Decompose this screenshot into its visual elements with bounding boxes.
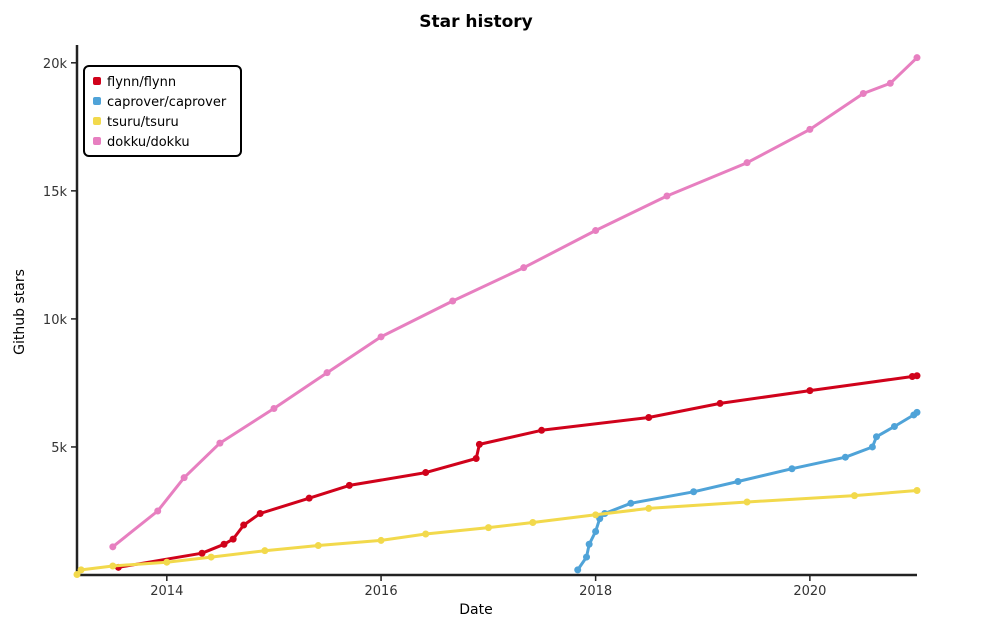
legend-label: caprover/caprover [107,95,227,110]
data-point [240,521,248,529]
data-point [422,530,430,538]
data-point [422,469,430,477]
data-point [73,570,81,578]
data-point [305,494,313,502]
axes: 2014 2016 2018 2020 5k 10k 15k 20k [43,45,917,599]
data-point [913,486,921,494]
data-point [163,558,171,566]
data-point [886,79,894,87]
data-point [154,507,162,515]
x-axis-label: Date [459,602,492,618]
data-point [583,553,591,561]
data-point [690,488,698,496]
data-point [663,192,671,200]
data-point [377,536,385,544]
data-point [645,504,653,512]
data-point [529,519,537,526]
data-point [806,125,814,133]
data-point [592,527,600,535]
data-point [314,542,322,550]
series-line-dokku [111,56,919,549]
data-point [484,524,492,532]
data-point [472,454,480,462]
legend-swatch [93,137,101,145]
legend-label: dokku/dokku [107,135,190,150]
data-point [645,414,653,421]
y-tick-label: 15k [43,185,68,200]
x-tick-label: 2014 [150,584,183,599]
data-point [806,387,814,395]
series-caprover [574,408,921,574]
data-point [585,540,593,548]
legend-label: flynn/flynn [107,75,176,90]
data-point [323,369,331,377]
data-point [788,465,796,473]
data-point [890,422,898,430]
data-point [734,478,742,486]
data-point [913,408,921,416]
legend-swatch [93,77,101,85]
legend-swatch [93,97,101,105]
data-point [345,481,353,489]
data-point [229,535,237,543]
data-point [913,372,921,380]
legend-label: tsuru/tsuru [107,115,179,130]
data-point [850,492,858,500]
data-point [270,405,278,413]
series-flynn [114,372,921,571]
y-tick-label: 5k [51,441,67,456]
data-point [627,499,635,507]
data-point [592,511,600,519]
series-dokku [109,54,921,551]
data-point [868,443,876,451]
series-line-flynn [116,374,919,569]
data-point [872,433,880,441]
series-layer [73,54,921,578]
data-point [377,333,385,341]
x-tick-label: 2016 [365,584,398,599]
data-point [216,439,224,447]
legend-swatch [93,117,101,125]
data-point [261,547,269,555]
data-point [220,540,228,548]
data-point [256,510,264,518]
y-tick-label: 20k [43,57,68,72]
data-point [198,549,206,557]
data-point [520,264,528,272]
series-line-caprover [576,410,919,572]
x-tick-label: 2020 [793,584,826,599]
data-point [109,562,117,570]
series-tsuru [73,486,921,578]
y-tick-label: 10k [43,313,68,328]
data-point [592,227,600,235]
data-point [538,426,546,434]
data-point [77,566,85,574]
data-point [207,553,215,561]
chart-title: Star history [419,12,532,32]
data-point [743,498,751,506]
data-point [859,90,867,98]
data-point [743,159,751,167]
data-point [475,440,483,448]
legend: flynn/flynn caprover/caprover tsuru/tsuru d… [83,65,242,157]
data-point [449,297,457,305]
series-line-tsuru [75,489,919,576]
data-point [716,399,724,407]
legend-box [83,65,242,157]
data-point [180,474,188,482]
data-point [841,453,849,461]
data-point [913,54,921,62]
data-point [574,566,582,574]
data-point [109,543,117,551]
y-axis-label: Github stars [12,269,28,355]
x-tick-label: 2018 [579,584,612,599]
